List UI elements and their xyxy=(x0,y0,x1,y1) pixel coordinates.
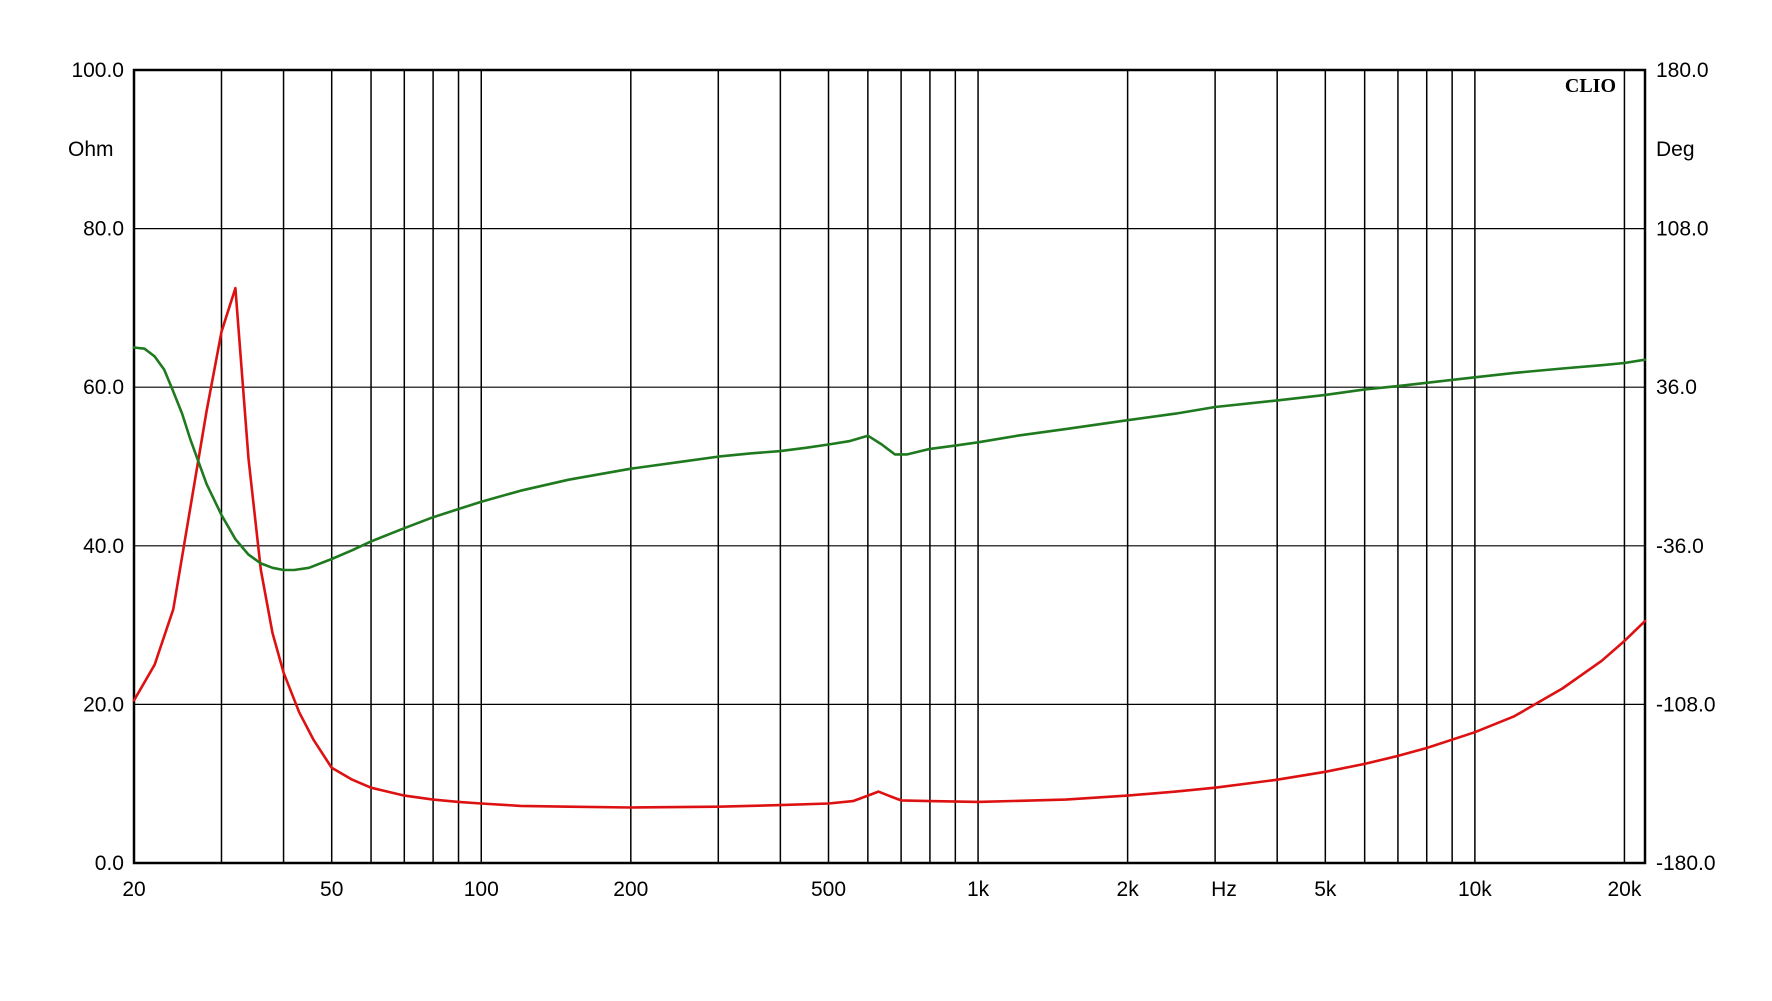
impedance-magnitude-curve xyxy=(132,286,1647,809)
left-axis-label: Ohm xyxy=(68,138,114,161)
left-tick-label: 0.0 xyxy=(95,852,124,875)
left-tick-label: 20.0 xyxy=(83,693,124,716)
left-tick-label: 60.0 xyxy=(83,376,124,399)
right-axis-ticks: -180.0 -108.0 -36.0 36.0 108.0 180.0 xyxy=(1656,59,1716,875)
x-tick-label: 1k xyxy=(967,878,990,901)
right-tick-label: 108.0 xyxy=(1656,218,1709,241)
x-tick-label: 20k xyxy=(1608,878,1642,901)
x-tick-label: 200 xyxy=(613,878,648,901)
right-tick-label: 180.0 xyxy=(1656,59,1709,82)
right-tick-label: -180.0 xyxy=(1656,852,1716,875)
x-axis-ticks: 20 50 100 200 500 1k 2k 5k 10k 20k xyxy=(122,878,1642,901)
right-tick-label: 36.0 xyxy=(1656,376,1697,399)
left-tick-label: 100.0 xyxy=(71,59,124,82)
left-axis-ticks: 0.0 20.0 40.0 60.0 80.0 100.0 xyxy=(71,59,124,875)
left-tick-label: 40.0 xyxy=(83,535,124,558)
x-axis-unit-label: Hz xyxy=(1211,878,1237,901)
series-layer xyxy=(132,286,1647,809)
right-tick-label: -36.0 xyxy=(1656,535,1704,558)
x-tick-label: 100 xyxy=(464,878,499,901)
impedance-phase-curve xyxy=(132,346,1647,572)
right-tick-label: -108.0 xyxy=(1656,693,1716,716)
x-tick-label: 5k xyxy=(1314,878,1337,901)
x-tick-label: 2k xyxy=(1117,878,1140,901)
clio-logo: CLIO xyxy=(1565,75,1616,97)
plot-frame xyxy=(132,68,1647,865)
x-tick-label: 50 xyxy=(320,878,343,901)
right-axis-label: Deg xyxy=(1656,138,1695,161)
grid-lines xyxy=(134,69,1645,864)
x-tick-label: 500 xyxy=(811,878,846,901)
left-tick-label: 80.0 xyxy=(83,218,124,241)
x-tick-label: 10k xyxy=(1458,878,1492,901)
x-tick-label: 20 xyxy=(122,878,145,901)
